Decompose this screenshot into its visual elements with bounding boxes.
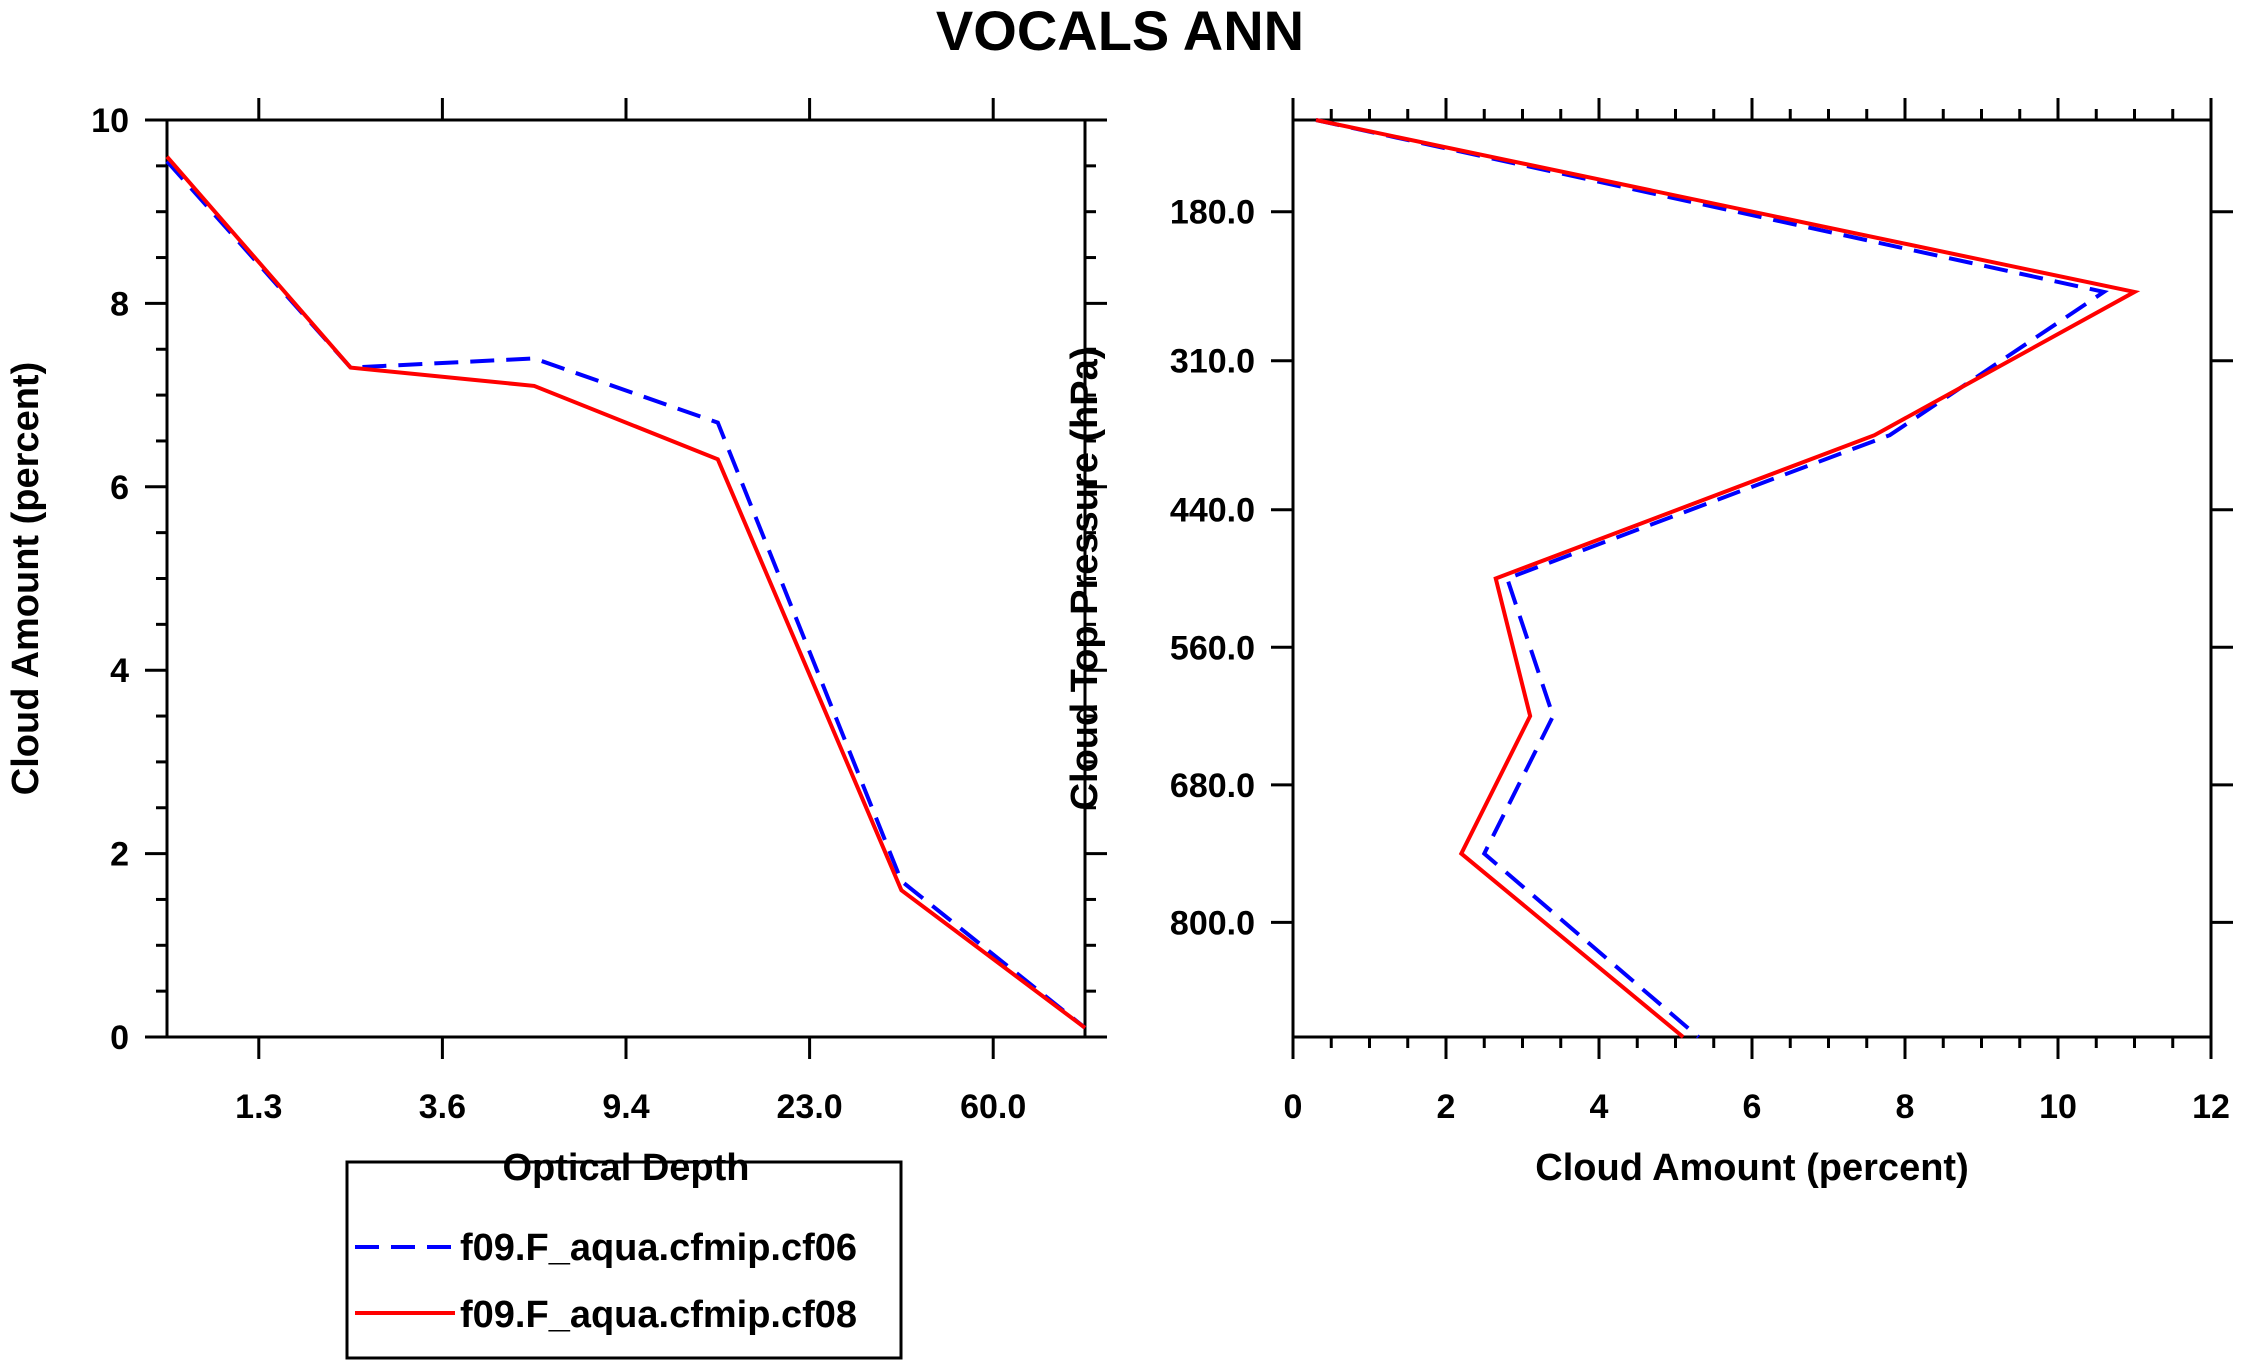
- left-series-line-cf08: [165, 155, 1087, 1030]
- right-y-tick-label: 680.0: [1170, 767, 1255, 805]
- right-series-line-cf08: [1315, 118, 2141, 1039]
- right-y-axis-title: Cloud Top Pressure (hPa): [1064, 347, 1106, 811]
- right-x-tick-label: 10: [2039, 1088, 2077, 1126]
- left-x-tick-label: 9.4: [602, 1088, 649, 1126]
- left-x-tick-label: 23.0: [777, 1088, 843, 1126]
- right-x-axis-title: Cloud Amount (percent): [1535, 1147, 1968, 1189]
- right-x-tick-label: 4: [1590, 1088, 1609, 1126]
- legend-box: [345, 1160, 903, 1360]
- right-x-tick-label: 8: [1896, 1088, 1915, 1126]
- left-y-tick-label: 8: [110, 285, 129, 323]
- chart-title: VOCALS ANN: [936, 0, 1304, 62]
- right-y-tick-label: 560.0: [1170, 629, 1255, 667]
- left-plot-panel: 0 2 4 6 8 10 1.3 3.6 9.4 23.0 60.0 Optical Depth Clo…: [5, 98, 1107, 1189]
- left-plot-frame: [165, 118, 1087, 1039]
- left-x-tick-label: 60.0: [960, 1088, 1026, 1126]
- left-y-tick-label: 10: [91, 102, 129, 140]
- right-y-tick-label: 180.0: [1170, 194, 1255, 232]
- left-y-tick-label: 0: [110, 1019, 129, 1057]
- left-x-tick-label: 1.3: [235, 1088, 282, 1126]
- right-y-tick-label: 310.0: [1170, 343, 1255, 381]
- right-x-tick-label: 12: [2192, 1088, 2230, 1126]
- legend: f09.F_aqua.cfmip.cf06 f09.F_aqua.cfmip.c…: [345, 1160, 903, 1360]
- right-plot-panel: 0 2 4 6 8 10 12 180.0 310.0 440.0 560.0 680.0 800.0 C…: [1064, 98, 2233, 1189]
- right-x-tick-label: 6: [1743, 1088, 1762, 1126]
- legend-label-cf06: f09.F_aqua.cfmip.cf06: [460, 1227, 857, 1269]
- right-x-tick-label: 2: [1437, 1088, 1456, 1126]
- left-y-axis-title: Cloud Amount (percent): [5, 362, 47, 795]
- left-series-line-cf06: [165, 159, 1087, 1030]
- right-series-line-cf06: [1315, 118, 2109, 1039]
- right-x-tick-label: 0: [1284, 1088, 1303, 1126]
- right-plot-frame: [1291, 118, 2213, 1039]
- left-y-tick-label: 6: [110, 469, 129, 507]
- right-y-tick-label: 440.0: [1170, 492, 1255, 530]
- legend-label-cf08: f09.F_aqua.cfmip.cf08: [460, 1294, 857, 1336]
- left-y-tick-label: 2: [110, 836, 129, 874]
- left-x-axis-title: Optical Depth: [502, 1147, 749, 1189]
- left-y-tick-label: 4: [110, 652, 129, 690]
- right-y-tick-label: 800.0: [1170, 904, 1255, 942]
- left-x-tick-label: 3.6: [419, 1088, 466, 1126]
